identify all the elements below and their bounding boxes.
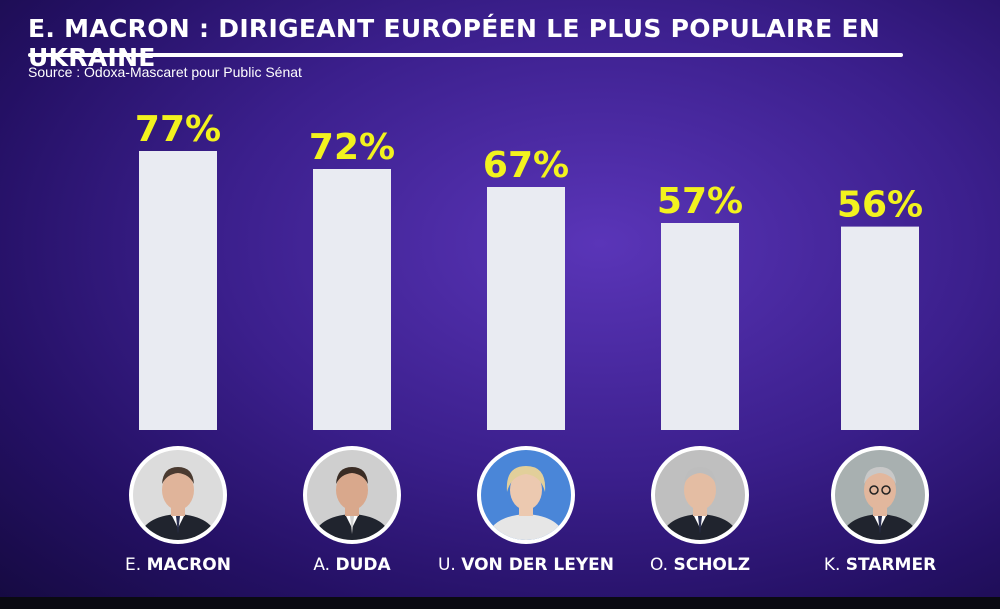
bar-value-label-5: 56% [837,185,923,226]
leader-surname: SCHOLZ [673,555,751,575]
leader-name-3: U. VON DER LEYEN [436,555,616,575]
leader-initial: K. [823,555,846,575]
title-underline [28,53,903,57]
bar-2 [313,169,391,430]
bar-4 [661,223,739,430]
bar-value-label-2: 72% [309,127,395,168]
leader-name-1: E. MACRON [88,555,268,575]
macron-portrait-icon [133,450,223,540]
leader-name-4: O. SCHOLZ [610,555,790,575]
scholz-portrait-icon [655,450,745,540]
leader-surname: STARMER [845,555,937,575]
leader-surname: VON DER LEYEN [461,555,615,575]
leader-surname: MACRON [146,555,231,575]
source-note: Source : Odoxa-Mascaret pour Public Séna… [28,64,302,80]
leader-surname: DUDA [335,555,391,575]
leader-name-2: A. DUDA [262,555,442,575]
leader-avatar-5 [831,446,929,544]
leader-initial: O. [649,555,674,575]
bar-5 [841,226,919,430]
leader-name-5: K. STARMER [790,555,970,575]
leader-avatar-4 [651,446,749,544]
leader-avatar-3 [477,446,575,544]
starmer-portrait-icon [835,450,925,540]
leader-initial: E. [125,555,147,575]
leader-avatar-1 [129,446,227,544]
duda-portrait-icon [307,450,397,540]
bar-value-label-4: 57% [657,181,743,222]
von-der-leyen-portrait-icon [481,450,571,540]
chart-title: E. MACRON : DIRIGEANT EUROPÉEN LE PLUS P… [28,14,881,72]
bar-value-label-3: 67% [483,145,569,186]
leader-initial: A. [313,555,336,575]
screen-bottom-edge [0,597,1000,609]
bar-3 [487,187,565,430]
bar-1 [139,151,217,430]
leader-avatar-2 [303,446,401,544]
bar-value-label-1: 77% [135,109,221,150]
leader-initial: U. [437,555,462,575]
